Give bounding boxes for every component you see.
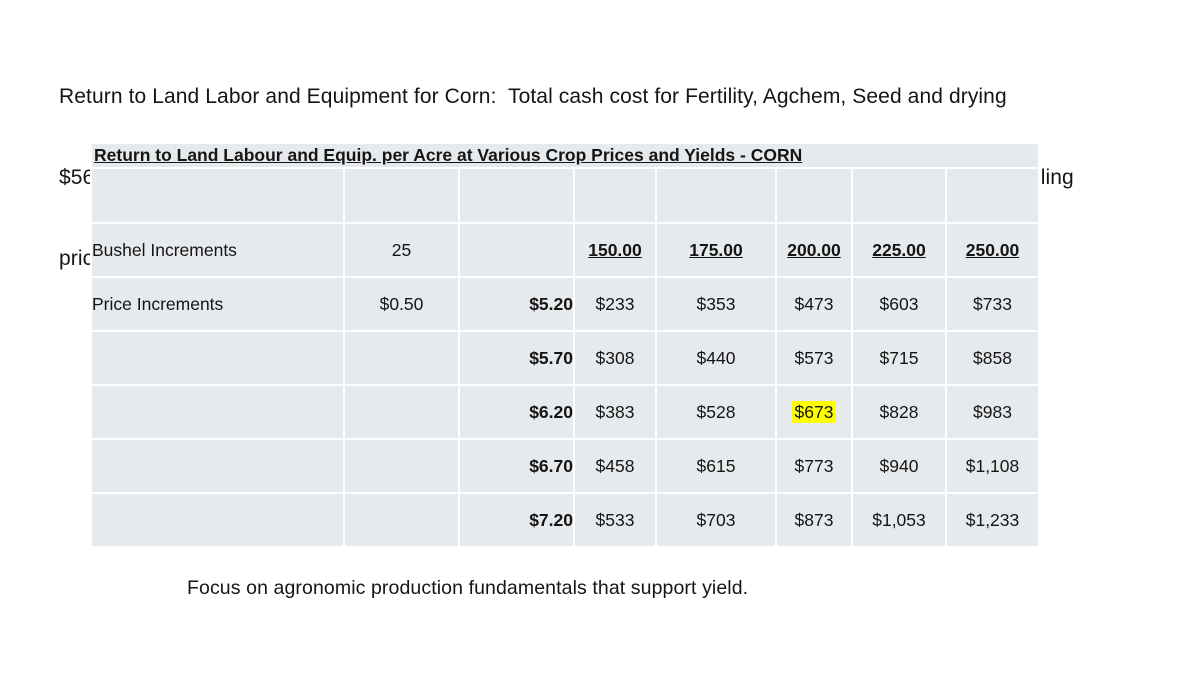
price-cell: $5.70 (460, 332, 573, 384)
value-cell: $983 (947, 386, 1038, 438)
empty-cell (345, 169, 458, 222)
value-cell: $703 (657, 494, 775, 546)
empty-cell (345, 386, 458, 438)
price-cell: $5.20 (460, 278, 573, 330)
value-cell: $773 (777, 440, 851, 492)
yield-header-150: 150.00 (575, 224, 655, 276)
value-cell: $440 (657, 332, 775, 384)
table-title: Return to Land Labour and Equip. per Acr… (92, 144, 1038, 167)
value-cell: $533 (575, 494, 655, 546)
value-cell: $615 (657, 440, 775, 492)
price-cell: $7.20 (460, 494, 573, 546)
price-cell: $6.70 (460, 440, 573, 492)
price-increments-label: Price Increments (92, 278, 343, 330)
price-increment-value: $0.50 (345, 278, 458, 330)
value-cell: $528 (657, 386, 775, 438)
empty-cell (657, 169, 775, 222)
value-cell: $828 (853, 386, 945, 438)
bushel-increment-value: 25 (345, 224, 458, 276)
value-cell: $715 (853, 332, 945, 384)
price-row: Price Increments $0.50 $5.20 $233 $353 $… (92, 278, 1038, 330)
empty-cell (92, 440, 343, 492)
value-cell: $1,233 (947, 494, 1038, 546)
empty-cell (345, 440, 458, 492)
yield-header-200: 200.00 (777, 224, 851, 276)
value-cell: $858 (947, 332, 1038, 384)
empty-cell (777, 169, 851, 222)
value-cell: $1,053 (853, 494, 945, 546)
price-row: $5.70 $308 $440 $573 $715 $858 (92, 332, 1038, 384)
highlighted-value-cell: $673 (777, 386, 851, 438)
highlight-mark: $673 (791, 400, 837, 423)
value-cell: $873 (777, 494, 851, 546)
value-cell: $383 (575, 386, 655, 438)
table-title-row: Return to Land Labour and Equip. per Acr… (92, 144, 1038, 167)
value-cell: $603 (853, 278, 945, 330)
empty-row (92, 169, 1038, 222)
bushel-increments-row: Bushel Increments 25 150.00 175.00 200.0… (92, 224, 1038, 276)
empty-cell (575, 169, 655, 222)
yield-header-250: 250.00 (947, 224, 1038, 276)
value-cell: $233 (575, 278, 655, 330)
price-row: $6.70 $458 $615 $773 $940 $1,108 (92, 440, 1038, 492)
empty-cell (460, 224, 573, 276)
empty-cell (92, 332, 343, 384)
bushel-increments-label: Bushel Increments (92, 224, 343, 276)
intro-line: Return to Land Labor and Equipment for C… (59, 85, 1007, 108)
value-cell: $1,108 (947, 440, 1038, 492)
yield-header-175: 175.00 (657, 224, 775, 276)
empty-cell (92, 169, 343, 222)
empty-cell (853, 169, 945, 222)
price-row: $7.20 $533 $703 $873 $1,053 $1,233 (92, 494, 1038, 546)
value-cell: $733 (947, 278, 1038, 330)
empty-cell (92, 494, 343, 546)
price-row: $6.20 $383 $528 $673 $828 $983 (92, 386, 1038, 438)
empty-cell (947, 169, 1038, 222)
returns-table: Return to Land Labour and Equip. per Acr… (90, 142, 1040, 548)
price-cell: $6.20 (460, 386, 573, 438)
value-cell: $458 (575, 440, 655, 492)
value-cell: $308 (575, 332, 655, 384)
value-cell: $940 (853, 440, 945, 492)
footer-note: Focus on agronomic production fundamenta… (187, 577, 749, 599)
value-cell: $473 (777, 278, 851, 330)
empty-cell (460, 169, 573, 222)
yield-header-225: 225.00 (853, 224, 945, 276)
empty-cell (92, 386, 343, 438)
empty-cell (345, 494, 458, 546)
value-cell: $353 (657, 278, 775, 330)
value-cell: $573 (777, 332, 851, 384)
empty-cell (345, 332, 458, 384)
